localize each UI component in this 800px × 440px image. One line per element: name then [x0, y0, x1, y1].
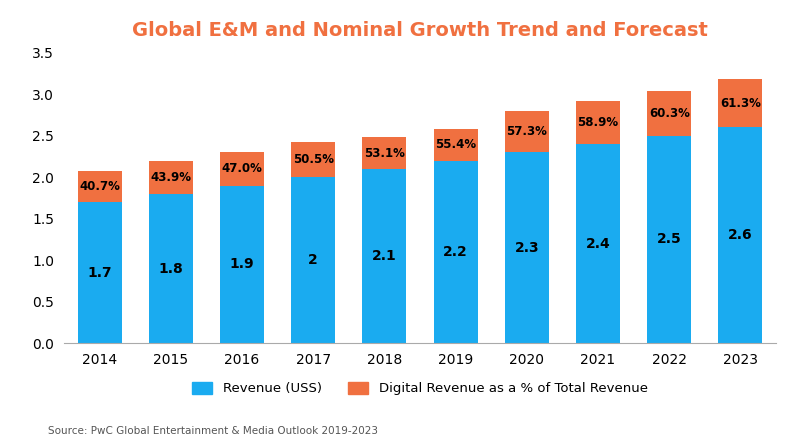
Bar — [149, 194, 193, 343]
Bar — [78, 171, 122, 202]
Text: 1.8: 1.8 — [158, 261, 183, 275]
Text: 55.4%: 55.4% — [435, 139, 476, 151]
Bar — [576, 101, 620, 144]
Text: Source: PwC Global Entertainment & Media Outlook 2019-2023: Source: PwC Global Entertainment & Media… — [48, 425, 378, 436]
Text: 1.7: 1.7 — [87, 266, 112, 280]
Text: 2: 2 — [308, 253, 318, 267]
Bar — [647, 91, 691, 136]
Bar — [505, 111, 549, 152]
Text: 61.3%: 61.3% — [720, 97, 761, 110]
Text: 47.0%: 47.0% — [222, 162, 262, 176]
Bar — [149, 161, 193, 194]
Bar — [362, 169, 406, 343]
Text: 57.3%: 57.3% — [506, 125, 547, 138]
Bar — [291, 177, 335, 343]
Bar — [718, 79, 762, 128]
Text: 2.1: 2.1 — [372, 249, 397, 263]
Text: 58.9%: 58.9% — [578, 116, 618, 129]
Text: 53.1%: 53.1% — [364, 147, 405, 160]
Bar — [78, 202, 122, 343]
Bar — [718, 128, 762, 343]
Legend: Revenue (USS), Digital Revenue as a % of Total Revenue: Revenue (USS), Digital Revenue as a % of… — [187, 377, 653, 400]
Bar — [576, 144, 620, 343]
Text: 2.3: 2.3 — [514, 241, 539, 255]
Bar — [505, 152, 549, 343]
Text: 2.2: 2.2 — [443, 245, 468, 259]
Text: 2.5: 2.5 — [657, 232, 682, 246]
Text: 50.5%: 50.5% — [293, 153, 334, 166]
Title: Global E&M and Nominal Growth Trend and Forecast: Global E&M and Nominal Growth Trend and … — [132, 21, 708, 40]
Bar — [362, 137, 406, 169]
Text: 2.6: 2.6 — [728, 228, 753, 242]
Bar — [220, 186, 264, 343]
Text: 43.9%: 43.9% — [150, 171, 191, 184]
Text: 2.4: 2.4 — [586, 237, 610, 251]
Text: 1.9: 1.9 — [230, 257, 254, 271]
Bar — [291, 143, 335, 177]
Text: 40.7%: 40.7% — [79, 180, 120, 193]
Bar — [434, 129, 478, 161]
Bar — [434, 161, 478, 343]
Bar — [647, 136, 691, 343]
Text: 60.3%: 60.3% — [649, 107, 690, 120]
Bar — [220, 152, 264, 186]
